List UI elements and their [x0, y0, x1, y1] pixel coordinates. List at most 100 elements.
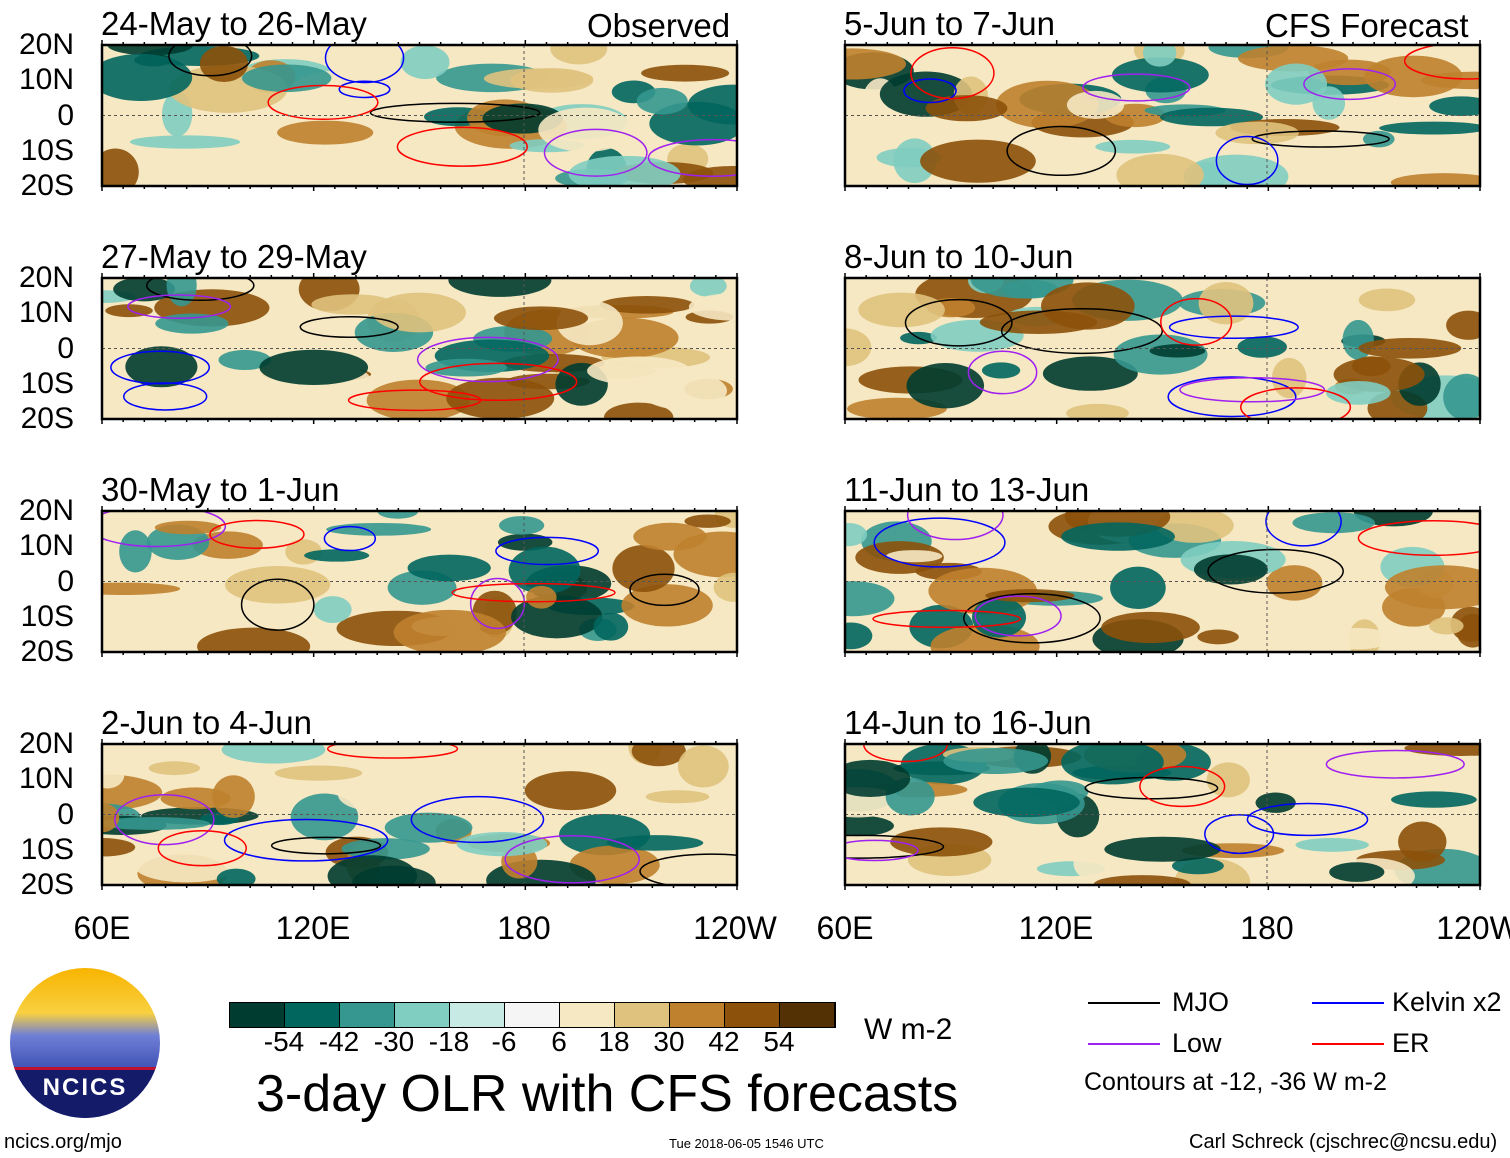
- olr-anomaly-region: [102, 582, 181, 595]
- olr-anomaly-region: [1198, 281, 1254, 325]
- panel-date-range: 30-May to 1-Jun: [101, 471, 340, 508]
- olr-anomaly-region: [845, 759, 911, 798]
- olr-anomaly-region: [845, 48, 907, 80]
- olr-anomaly-region: [845, 622, 873, 650]
- contour-er: [1240, 387, 1352, 419]
- olr-anomaly-region: [550, 45, 608, 65]
- contour-mjo: [845, 834, 945, 859]
- lat-tick: 10S: [20, 133, 74, 167]
- olr-anomaly-region: [102, 838, 136, 857]
- olr-anomaly-region: [526, 585, 557, 609]
- lon-tick: 120W: [693, 910, 777, 946]
- olr-anomaly-region: [981, 362, 1021, 379]
- contour-low: [127, 294, 232, 319]
- colorbar-tick: 6: [551, 1026, 567, 1057]
- olr-anomaly-region: [985, 589, 1075, 603]
- olr-anomaly-region: [1358, 288, 1416, 312]
- contour-mjo: [963, 593, 1101, 644]
- lat-tick: 10N: [18, 529, 74, 563]
- olr-anomaly-region: [259, 349, 369, 385]
- olr-anomaly-region: [1379, 121, 1480, 135]
- olr-anomaly-region: [1041, 282, 1135, 330]
- lat-tick: 20S: [20, 635, 74, 668]
- panel-date-range: 27-May to 29-May: [101, 238, 367, 275]
- olr-anomaly-region: [371, 106, 414, 152]
- contour-low: [1303, 68, 1397, 101]
- olr-anomaly-region: [1384, 565, 1480, 610]
- lat-tick: 10S: [20, 832, 74, 866]
- lat-tick: 10S: [20, 366, 74, 400]
- olr-anomaly-region: [1450, 606, 1480, 642]
- lat-tick: 10N: [18, 296, 74, 330]
- contour-kelvin: [223, 818, 389, 862]
- olr-anomaly-region: [1142, 45, 1177, 67]
- contour-mjo: [904, 298, 1013, 347]
- colorbar-swatch: [340, 1003, 395, 1027]
- olr-anomaly-region: [677, 745, 729, 788]
- colorbar-tick: 30: [653, 1026, 685, 1057]
- olr-anomaly-region: [688, 293, 737, 321]
- legend-line-low: [1088, 1043, 1160, 1045]
- olr-anomaly-region: [1312, 86, 1346, 120]
- lat-tick: 0: [57, 98, 74, 132]
- contour-mjo: [240, 578, 315, 631]
- olr-anomaly-region: [1101, 611, 1200, 644]
- olr-anomaly-region: [593, 612, 629, 641]
- olr-anomaly-region: [684, 514, 731, 528]
- colorbar-tick: -42: [318, 1026, 360, 1057]
- site-link[interactable]: ncics.org/mjo: [4, 1131, 122, 1153]
- map-panel-observed-2: [100, 506, 739, 657]
- colorbar-swatch: [395, 1003, 450, 1027]
- olr-anomaly-region: [971, 597, 1026, 638]
- olr-anomaly-region: [290, 793, 359, 841]
- contour-er: [1357, 519, 1480, 557]
- olr-anomaly-region: [125, 346, 198, 388]
- panel-date-range: 5-Jun to 7-Jun: [844, 5, 1055, 42]
- contour-kelvin: [903, 78, 957, 104]
- colorbar-swatch: [615, 1003, 670, 1027]
- olr-anomaly-region: [1125, 390, 1175, 409]
- olr-anomaly-region: [102, 817, 210, 830]
- olr-anomaly-region: [1116, 153, 1204, 186]
- colorbar-tick: 18: [598, 1026, 630, 1057]
- map-panel-forecast-0: [843, 40, 1482, 191]
- olr-anomaly-region: [1391, 791, 1477, 808]
- olr-anomaly-region: [920, 139, 1036, 183]
- olr-anomaly-region: [587, 356, 691, 386]
- contour-low: [102, 511, 227, 548]
- olr-anomaly-region: [1159, 107, 1264, 127]
- olr-anomaly-region: [1061, 744, 1164, 785]
- olr-anomaly-region: [1061, 522, 1175, 551]
- contour-low: [416, 336, 559, 383]
- lon-tick: 60E: [73, 910, 131, 946]
- olr-anomaly-region: [631, 744, 686, 767]
- olr-anomaly-region: [377, 511, 419, 519]
- olr-anomaly-region: [689, 278, 727, 297]
- contour-note: Contours at -12, -36 W m-2: [1084, 1068, 1387, 1096]
- olr-anomaly-region: [1265, 63, 1328, 105]
- map-panel-forecast-2: [843, 506, 1482, 657]
- olr-anomaly-region: [352, 865, 436, 885]
- olr-anomaly-region: [119, 530, 152, 573]
- map-panel-observed-0: [100, 40, 739, 191]
- contour-mjo: [168, 45, 253, 77]
- lat-tick: 20N: [18, 28, 74, 61]
- olr-anomaly-region: [129, 135, 241, 149]
- olr-anomaly-region: [524, 771, 617, 811]
- contour-er: [1403, 45, 1480, 80]
- contour-mjo: [1006, 125, 1117, 177]
- olr-anomaly-region: [633, 522, 707, 551]
- colorbar-swatch: [560, 1003, 615, 1027]
- olr-anomaly-region: [400, 45, 450, 80]
- contour-kelvin: [1204, 814, 1275, 855]
- olr-anomaly-region: [890, 827, 993, 857]
- olr-anomaly-region: [425, 358, 507, 377]
- contour-mjo: [146, 278, 255, 301]
- contour-er: [209, 519, 305, 549]
- olr-anomaly-region: [102, 760, 125, 789]
- olr-anomaly-region: [845, 581, 895, 617]
- colorbar-swatch: [450, 1003, 505, 1027]
- olr-anomaly-region: [1193, 554, 1268, 585]
- olr-anomaly-region: [154, 520, 222, 535]
- olr-anomaly-region: [1156, 511, 1234, 543]
